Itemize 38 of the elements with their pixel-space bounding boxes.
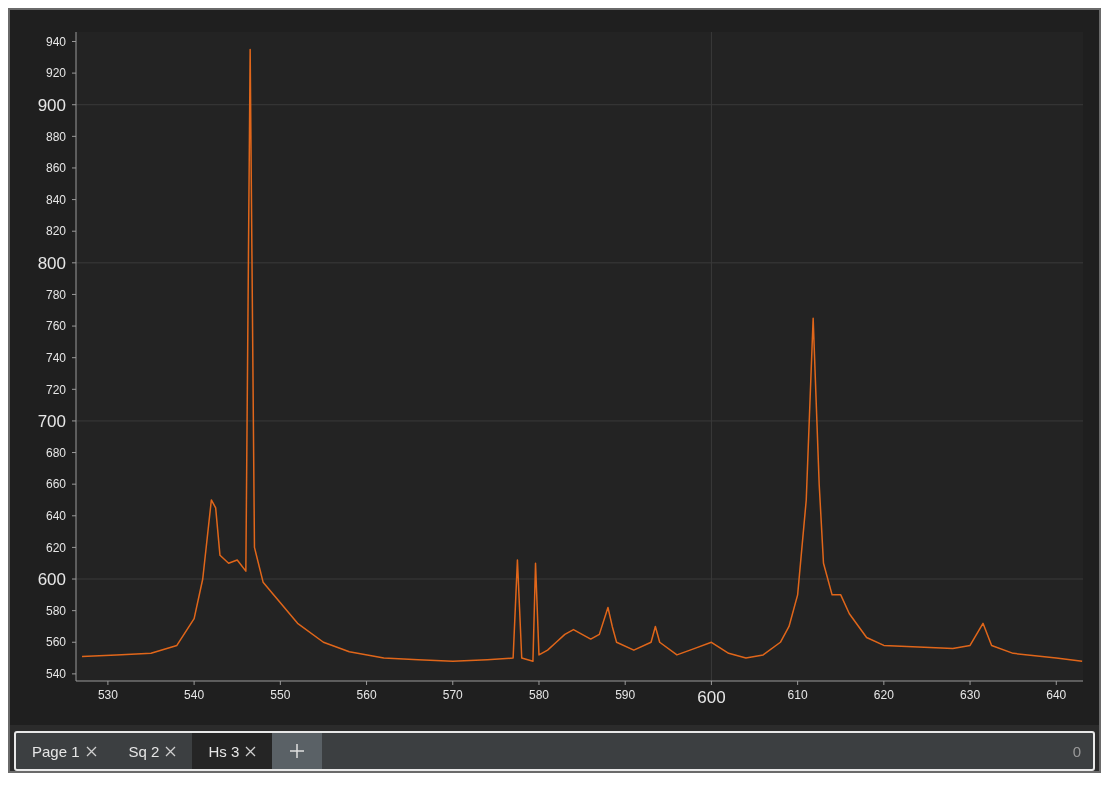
text: 0 bbox=[1072, 742, 1081, 760]
y-tick-label: 820 bbox=[45, 224, 67, 239]
y-tick-label: 660 bbox=[45, 477, 67, 492]
y-tick-label: 580 bbox=[45, 603, 67, 618]
y-tick-label: 800 bbox=[37, 253, 66, 273]
y-tick-label: 880 bbox=[45, 129, 67, 144]
x-tick-label: 540 bbox=[184, 688, 205, 702]
y-tick-label: 840 bbox=[45, 192, 67, 207]
line-series bbox=[81, 48, 1083, 662]
x-tick-label: 600 bbox=[697, 688, 726, 707]
y-tick-label: 600 bbox=[37, 569, 66, 589]
y-tick-label: 940 bbox=[45, 34, 67, 49]
x-tick-label: 610 bbox=[787, 688, 808, 702]
y-tick-label: 700 bbox=[37, 411, 66, 431]
y-tick-label: 560 bbox=[45, 635, 67, 650]
text: Hs 3 bbox=[208, 742, 240, 760]
y-tick-label: 920 bbox=[45, 66, 67, 81]
text: Page 1 bbox=[32, 742, 80, 760]
y-tick-label: 780 bbox=[45, 287, 67, 302]
x-tick-label: 560 bbox=[356, 688, 377, 702]
y-tick-label: 540 bbox=[45, 667, 67, 682]
y-tick-label: 740 bbox=[45, 350, 67, 365]
x-tick-label: 570 bbox=[442, 688, 464, 702]
y-tick-label: 900 bbox=[37, 95, 66, 115]
x-tick-label: 580 bbox=[528, 688, 550, 702]
y-tick-label: 860 bbox=[45, 161, 67, 176]
y-tick-label: 620 bbox=[45, 540, 67, 555]
x-tick-label: 640 bbox=[1046, 688, 1067, 702]
y-tick-label: 640 bbox=[45, 508, 67, 523]
x-tick-label: 620 bbox=[873, 688, 895, 702]
y-tick-label: 720 bbox=[45, 382, 67, 397]
x-tick-label: 550 bbox=[270, 688, 291, 702]
x-tick-label: 590 bbox=[615, 688, 636, 702]
text: Sq 2 bbox=[128, 742, 160, 760]
x-tick-label: 530 bbox=[97, 688, 119, 702]
y-tick-label: 760 bbox=[45, 319, 67, 334]
y-tick-label: 680 bbox=[45, 445, 67, 460]
x-tick-label: 630 bbox=[960, 688, 981, 702]
